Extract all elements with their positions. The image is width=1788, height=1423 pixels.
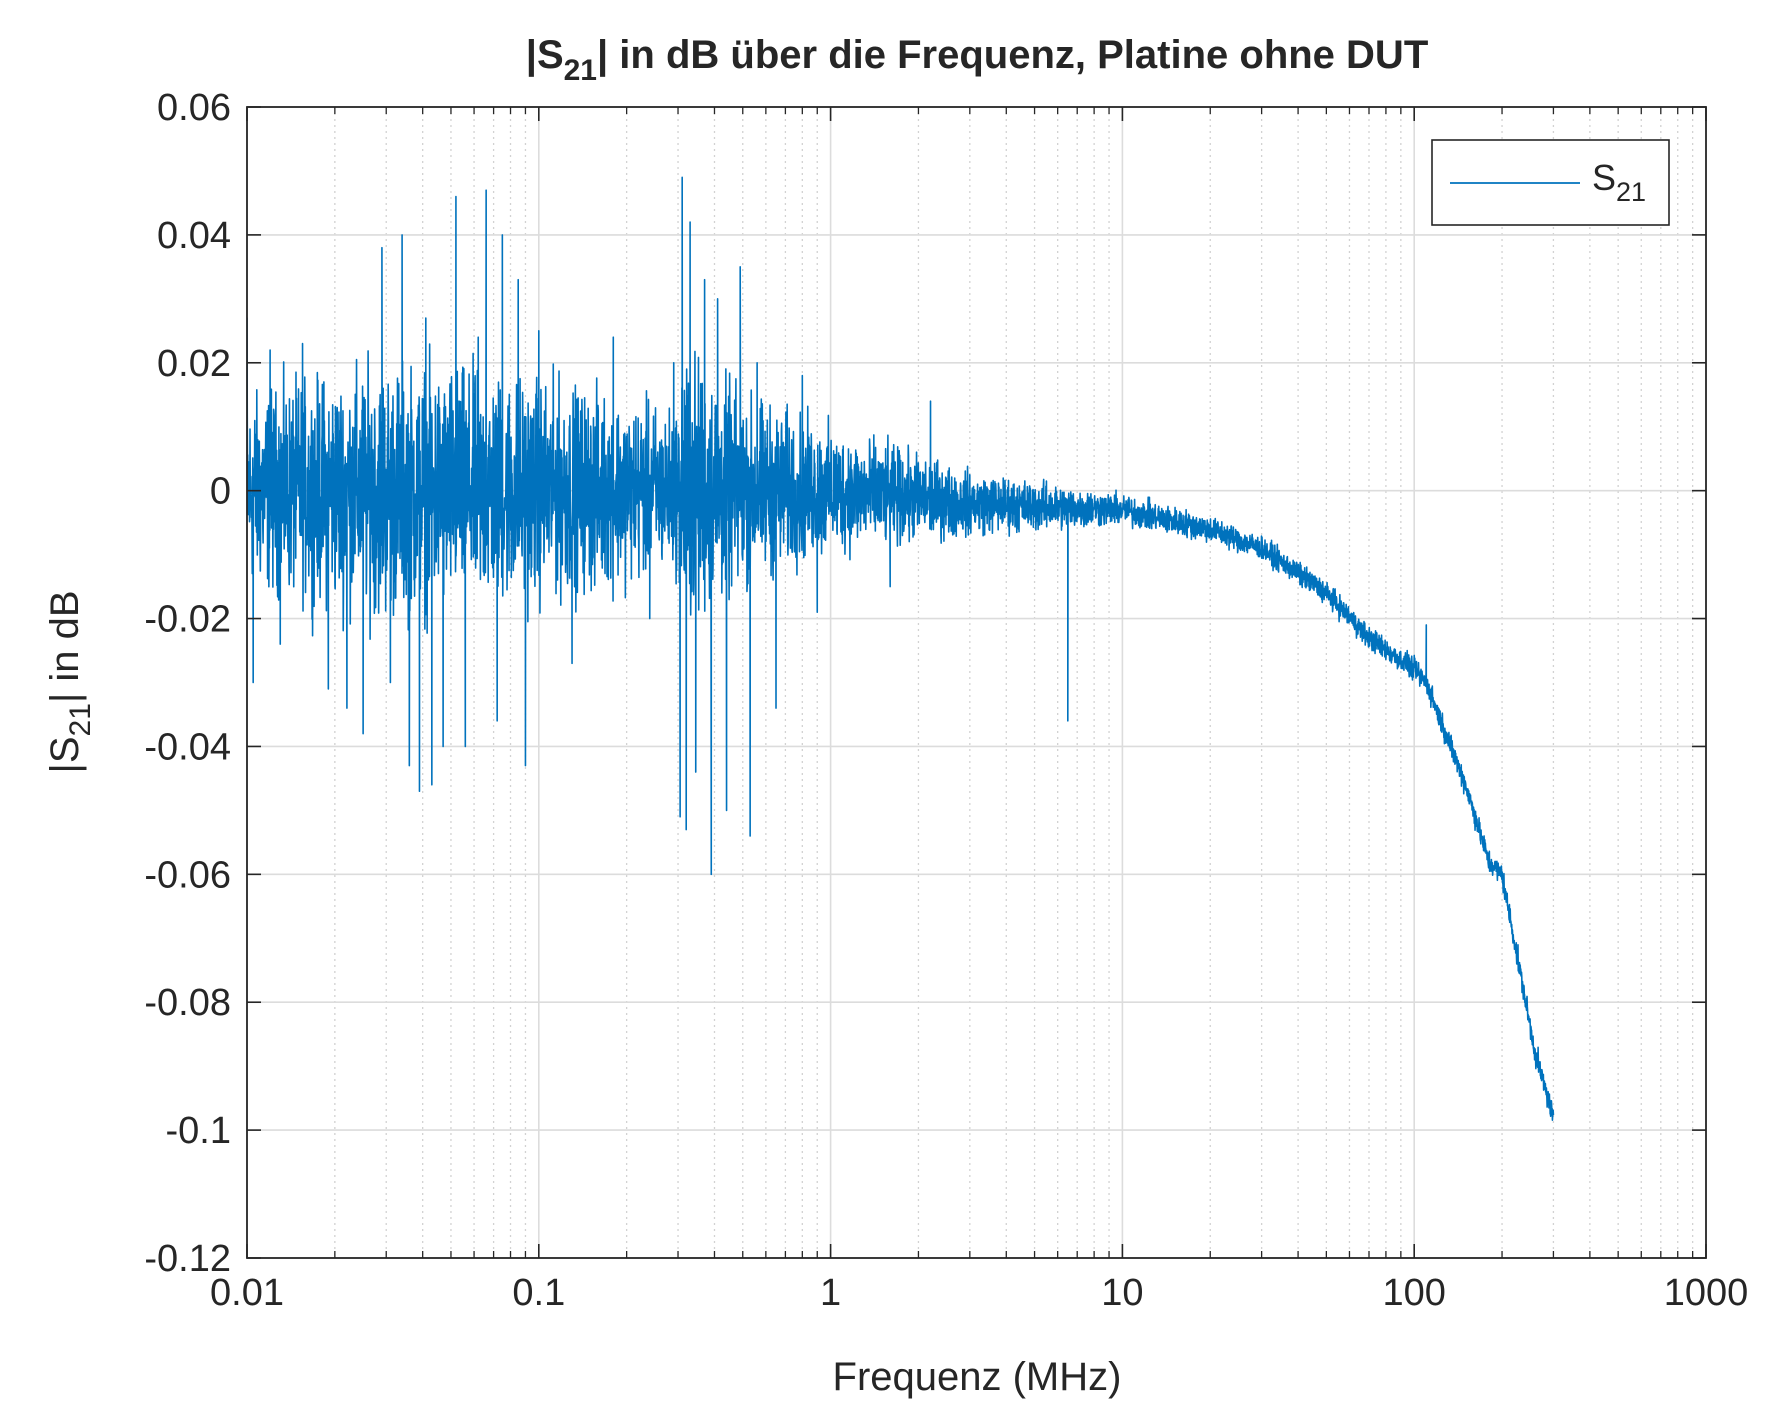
x-tick-label: 1	[820, 1272, 841, 1314]
x-tick-label: 1000	[1664, 1272, 1749, 1314]
x-tick-label: 0.01	[210, 1272, 284, 1314]
y-tick-label: -0.02	[144, 599, 231, 641]
y-axis-label: |S21| in dB	[43, 590, 97, 773]
legend-label-s21: S21	[1592, 157, 1646, 207]
chart-title: |S21| in dB über die Frequenz, Platine o…	[526, 33, 1429, 87]
x-tick-label: 0.1	[512, 1272, 565, 1314]
y-tick-label: -0.04	[144, 726, 231, 768]
legend: S21	[1431, 139, 1670, 226]
x-tick-label: 10	[1101, 1272, 1143, 1314]
x-axis-label: Frequenz (MHz)	[833, 1355, 1122, 1399]
y-tick-label: -0.06	[144, 854, 231, 896]
axes-box	[246, 106, 1707, 1259]
series-line-s21	[247, 176, 1555, 1121]
ticks	[246, 106, 1707, 1259]
y-tick-label: 0.02	[157, 343, 231, 385]
y-tick-label: 0.06	[157, 87, 231, 129]
y-tick-label: -0.1	[166, 1110, 231, 1152]
plot-area	[247, 107, 1706, 1258]
tick-labels: 0.01 0.1 1 10 100 1000 0.06 0.04 0.02 0 -0.02 -0.04…	[144, 87, 1748, 1314]
y-tick-label: -0.12	[144, 1238, 231, 1280]
y-tick-label: 0	[210, 471, 231, 513]
y-tick-label: 0.04	[157, 215, 231, 257]
y-tick-label: -0.08	[144, 982, 231, 1024]
x-tick-label: 100	[1382, 1272, 1445, 1314]
